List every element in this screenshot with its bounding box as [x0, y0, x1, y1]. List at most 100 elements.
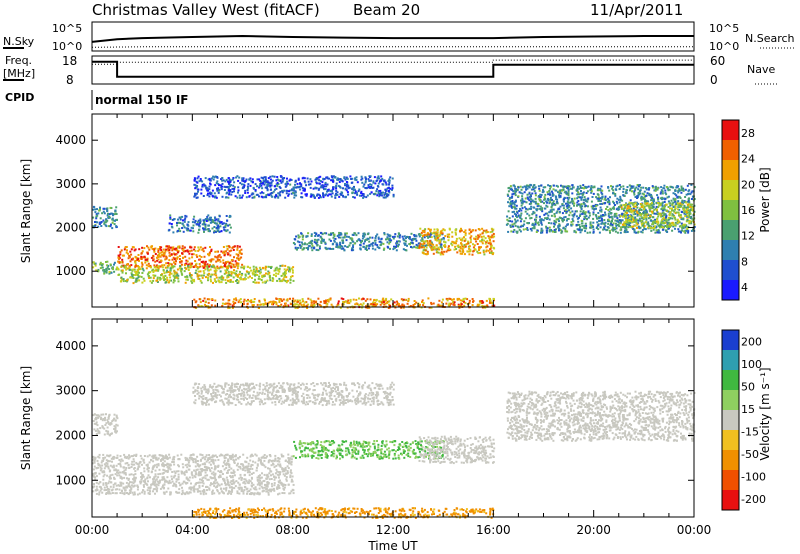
data-point [672, 201, 675, 204]
data-point [601, 202, 604, 205]
data-point [200, 261, 203, 263]
data-point [680, 189, 683, 192]
data-point [575, 231, 577, 234]
data-point [670, 222, 673, 225]
data-point [400, 306, 403, 309]
data-point [683, 230, 686, 233]
data-point [227, 224, 230, 227]
data-point [655, 220, 658, 223]
data-point [208, 177, 211, 180]
data-point [187, 250, 190, 253]
data-point [352, 240, 355, 243]
data-point [556, 210, 559, 213]
data-point [624, 224, 626, 227]
data-point [440, 243, 443, 246]
data-point [658, 226, 661, 229]
data-point [666, 231, 669, 233]
data-point [628, 220, 631, 223]
data-point [558, 210, 561, 213]
data-point [490, 251, 493, 254]
data-point [439, 252, 442, 255]
data-point [210, 273, 213, 276]
data-point [174, 263, 177, 265]
data-point [279, 305, 281, 307]
data-point [112, 268, 114, 271]
data-point [184, 214, 187, 217]
data-point [677, 211, 680, 214]
data-point [199, 218, 202, 221]
data-point [471, 298, 474, 300]
data-point [558, 229, 560, 232]
data-point [376, 246, 379, 249]
data-point [395, 244, 398, 247]
date-label: 11/Apr/2011 [590, 1, 683, 19]
data-point [450, 302, 453, 305]
data-point [99, 261, 102, 264]
data-point [285, 182, 288, 185]
data-point [218, 230, 221, 233]
data-point [546, 191, 549, 194]
data-point [194, 192, 196, 195]
data-point [121, 269, 124, 272]
data-point [364, 240, 366, 243]
data-point [210, 304, 213, 307]
data-point [129, 268, 132, 271]
data-point [576, 187, 579, 190]
data-point [582, 211, 584, 214]
data-point [625, 218, 628, 221]
data-point [544, 207, 547, 210]
data-point [526, 208, 529, 211]
data-point [324, 188, 327, 191]
data-point [99, 267, 102, 270]
data-point [262, 179, 265, 182]
data-point [410, 232, 413, 235]
data-point [420, 231, 423, 234]
data-point [328, 193, 331, 196]
data-point [468, 253, 471, 256]
data-point [301, 238, 304, 241]
data-point [674, 227, 676, 230]
data-point [690, 191, 693, 194]
data-point [449, 248, 452, 251]
data-point [358, 297, 360, 300]
data-point [445, 297, 448, 300]
data-point [119, 251, 122, 254]
data-point [564, 209, 567, 212]
data-point [232, 271, 235, 274]
data-point [184, 217, 187, 220]
data-point [385, 183, 388, 186]
data-point [196, 185, 199, 188]
data-point [382, 300, 385, 302]
data-point [205, 220, 208, 222]
data-point [629, 206, 632, 209]
data-point [562, 207, 565, 210]
data-point [613, 202, 615, 205]
data-point [548, 185, 551, 187]
data-point [191, 281, 194, 284]
data-point [206, 187, 209, 190]
data-point [310, 300, 313, 303]
data-point [561, 218, 564, 221]
data-point [377, 175, 380, 178]
data-point [314, 178, 317, 181]
data-point [211, 298, 214, 301]
data-point [579, 213, 582, 216]
data-point [545, 200, 548, 203]
data-point [674, 207, 677, 209]
data-point [222, 226, 225, 229]
data-point [200, 188, 203, 191]
data-point [575, 224, 578, 226]
data-point [377, 236, 380, 239]
data-point [166, 266, 169, 269]
data-point [629, 199, 632, 202]
data-point [317, 249, 320, 252]
data-point [684, 215, 687, 218]
data-point [112, 214, 114, 217]
data-point [146, 251, 149, 254]
data-point [581, 196, 584, 199]
data-point [187, 269, 190, 271]
data-point [680, 210, 683, 213]
data-point [105, 271, 108, 274]
data-point [184, 266, 187, 269]
data-point [592, 228, 595, 231]
